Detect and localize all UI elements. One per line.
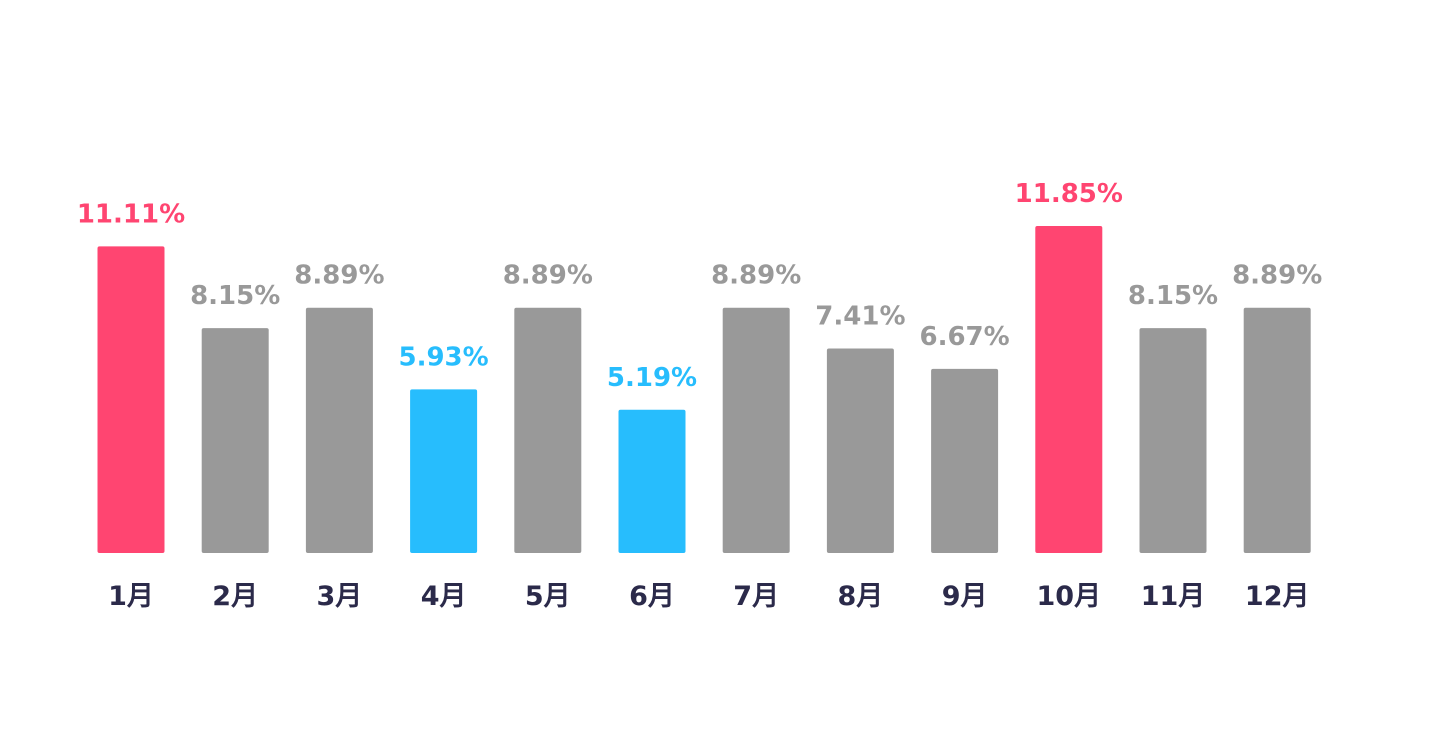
value-label-8: 7.41% — [815, 302, 905, 332]
tick-label-6: 6月 — [629, 581, 675, 612]
bar-2 — [201, 328, 269, 553]
tick-label-9: 9月 — [942, 581, 988, 612]
bar-3 — [305, 307, 373, 553]
value-label-6: 5.19% — [607, 363, 697, 393]
bar-4 — [410, 389, 478, 553]
value-label-4: 5.93% — [398, 342, 488, 372]
value-label-7: 8.89% — [711, 261, 801, 291]
value-label-3: 8.89% — [294, 261, 384, 291]
value-labels-layer: 11.11% 8.15% 8.89% 5.93% 8.89% 5.19% 8.89% 7.41… — [77, 179, 1322, 393]
tick-label-7: 7月 — [733, 581, 779, 612]
bar-1 — [97, 246, 165, 553]
tick-labels-layer: 1月 2月 3月 4月 5月 6月 7月 8月 9月 10月 11月 12月 — [108, 581, 1309, 612]
bar-6 — [618, 409, 686, 553]
bars-layer — [97, 226, 1311, 553]
tick-label-3: 3月 — [317, 581, 363, 612]
value-label-11: 8.15% — [1128, 281, 1218, 311]
value-label-12: 8.89% — [1232, 261, 1322, 291]
bar-7 — [722, 307, 790, 553]
value-label-5: 8.89% — [503, 261, 593, 291]
tick-label-2: 2月 — [212, 581, 258, 612]
tick-label-5: 5月 — [525, 581, 571, 612]
value-label-10: 11.85% — [1015, 179, 1123, 209]
tick-label-10: 10月 — [1037, 581, 1102, 612]
value-label-1: 11.11% — [77, 199, 185, 229]
tick-label-1: 1月 — [108, 581, 154, 612]
tick-label-12: 12月 — [1245, 581, 1310, 612]
tick-label-11: 11月 — [1141, 581, 1206, 612]
tick-label-4: 4月 — [421, 581, 467, 612]
bar-8 — [826, 348, 894, 553]
tick-label-8: 8月 — [838, 581, 884, 612]
bar-11 — [1139, 328, 1207, 553]
bar-5 — [514, 307, 582, 553]
value-label-2: 8.15% — [190, 281, 280, 311]
bar-12 — [1243, 307, 1311, 553]
value-label-9: 6.67% — [919, 322, 1009, 352]
bar-10 — [1035, 226, 1103, 553]
bar-9 — [931, 368, 999, 553]
